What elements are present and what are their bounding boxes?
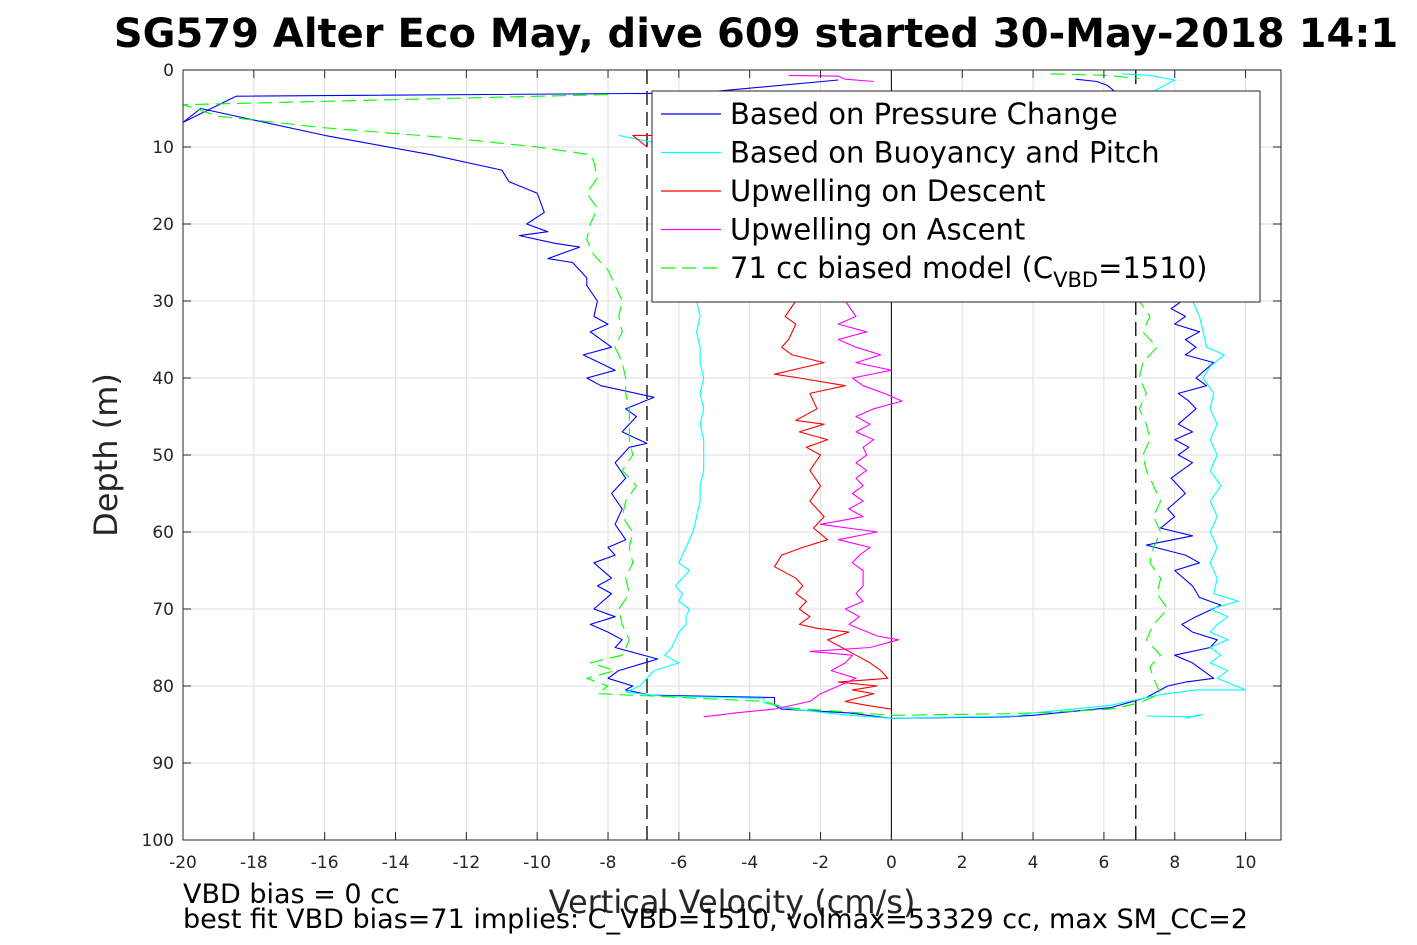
series-line (182, 79, 892, 719)
legend-label: Based on Buoyancy and Pitch (730, 136, 1160, 170)
legend-label: 71 cc biased model (CVBD=1510) (730, 251, 1208, 292)
x-tick-label: -6 (670, 853, 687, 873)
y-tick-label: 30 (152, 292, 174, 312)
x-tick-label: -4 (741, 853, 758, 873)
series-line (891, 285, 1222, 719)
x-tick-label: 4 (1028, 853, 1039, 873)
footer-best-fit: best fit VBD bias=71 implies: C_VBD=1510… (183, 904, 1248, 935)
legend: Based on Pressure Change Based on Buoyanc… (651, 90, 1261, 303)
x-axis-label: Vertical Velocity (cm/s) (549, 883, 916, 921)
legend-label: Upwelling on Descent (730, 174, 1046, 208)
series-4 (703, 74, 903, 718)
y-tick-label: 90 (152, 754, 174, 774)
series-line (182, 94, 892, 716)
series-line (891, 292, 1247, 719)
y-axis-ticks: 0 10 20 30 40 50 60 70 80 90 100 (142, 61, 1281, 851)
y-tick-label: 60 (152, 523, 174, 543)
y-tick-label: 100 (142, 831, 174, 851)
x-tick-label: -18 (240, 853, 268, 873)
series-line (773, 300, 892, 710)
series-line (625, 300, 892, 719)
series-line (891, 300, 1169, 716)
x-tick-label: -14 (382, 853, 410, 873)
y-tick-label: 10 (152, 138, 174, 158)
series-line (788, 74, 874, 83)
x-tick-label: -16 (311, 853, 339, 873)
series-line (703, 300, 903, 718)
chart-title: SG579 Alter Eco May, dive 609 started 30… (114, 11, 1398, 57)
y-tick-label: 0 (163, 61, 174, 81)
y-tick-label: 40 (152, 369, 174, 389)
x-tick-label: 2 (957, 853, 968, 873)
x-tick-label: 8 (1169, 853, 1180, 873)
legend-box (651, 90, 1261, 303)
series-layer (182, 73, 1247, 719)
x-tick-label: 6 (1098, 853, 1109, 873)
x-tick-label: -8 (600, 853, 617, 873)
series-line (1146, 713, 1204, 719)
x-tick-label: -10 (523, 853, 551, 873)
footer-vbd-bias: VBD bias = 0 cc (183, 879, 400, 910)
y-axis-label: Depth (m) (87, 373, 125, 537)
y-tick-label: 70 (152, 600, 174, 620)
legend-label: Based on Pressure Change (730, 97, 1118, 131)
x-tick-label: -12 (452, 853, 480, 873)
x-tick-label: 0 (886, 853, 897, 873)
y-tick-label: 80 (152, 677, 174, 697)
x-tick-label: -20 (169, 853, 197, 873)
x-tick-label: -2 (812, 853, 829, 873)
y-tick-label: 50 (152, 446, 174, 466)
x-tick-label: 10 (1235, 853, 1257, 873)
y-tick-label: 20 (152, 215, 174, 235)
x-axis-ticks: -20 -18 -16 -14 -12 -10 -8 -6 -4 -2 0 2 4 6 8 10 (169, 70, 1256, 873)
series-5 (182, 73, 1169, 716)
legend-label: Upwelling on Ascent (730, 213, 1025, 247)
